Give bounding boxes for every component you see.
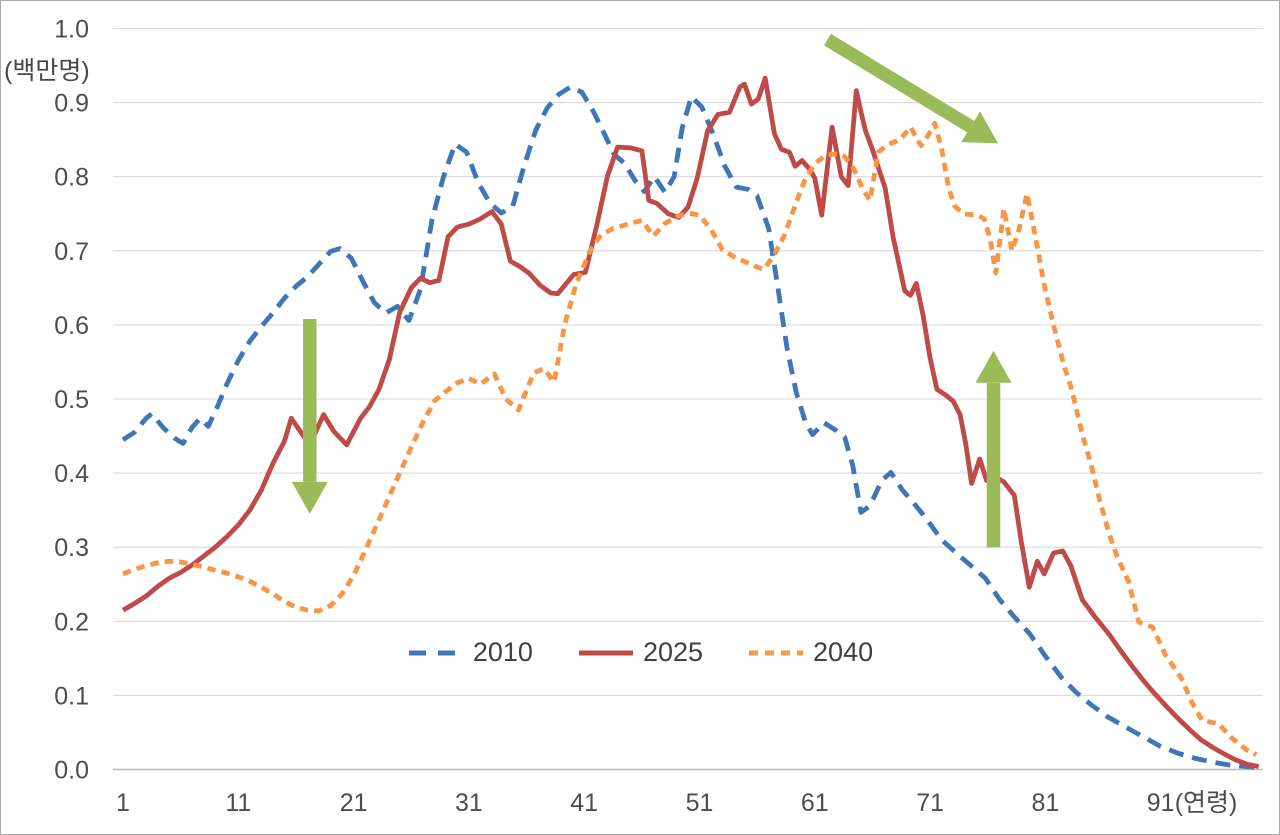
y-tick-label: 0.3 [54,534,89,562]
legend-swatch-2025-icon [578,650,633,655]
x-tick-label: 11 [225,789,251,817]
legend-item-2025: 2025 [577,637,703,668]
declining-trend-arrow-shaft [823,33,975,133]
decrease-arrow [291,318,328,514]
y-tick-label: 0.7 [54,238,89,266]
legend-item-2040: 2040 [747,637,873,668]
x-tick-label: 61 [801,789,829,817]
x-tick-label: 41 [570,789,598,817]
x-tick-label: 51 [686,789,714,817]
declining-trend-arrow [823,33,999,144]
series-line-2040 [122,120,1258,757]
legend-swatch-2010-icon [408,650,463,655]
series-line-2025 [121,75,1260,769]
legend-label-2040: 2040 [813,637,874,667]
x-tick-label: 71 [916,789,944,817]
y-axis-tick-labels: 0.0 0.1 0.2 0.3 0.4 0.5 0.6 0.7 0.8 0.9 1.0 [54,16,89,785]
increase-arrow-head [975,350,1012,383]
y-tick-label: 0.2 [54,608,89,636]
x-axis-unit-label: (연령) [1175,789,1238,817]
x-tick-label: 91 [1147,789,1175,817]
y-axis-unit-label: (백만명) [4,57,90,85]
y-tick-label: 0.6 [54,312,89,340]
x-tick-label: 31 [455,789,483,817]
legend: 2010 2025 2040 [1,637,1279,668]
legend-label-2010: 2010 [472,637,533,667]
y-tick-label: 0.4 [54,460,89,488]
decrease-arrow-head [291,481,328,514]
x-tick-label: 1 [116,789,130,817]
increase-arrow [975,350,1012,548]
y-tick-label: 0.1 [54,682,89,710]
legend-swatch-2040-icon [749,650,804,655]
x-tick-label: 81 [1031,789,1059,817]
legend-item-2010: 2010 [407,637,533,668]
x-tick-label: 21 [340,789,368,817]
series-line-2010 [121,84,1258,770]
y-tick-label: 0.9 [54,90,89,118]
declining-trend-arrow-head [961,111,999,144]
y-tick-label: 1.0 [54,16,89,44]
x-axis-tick-labels: 1 11 21 31 41 51 61 71 81 91 (연령) [116,789,1237,817]
y-tick-label: 0.5 [54,386,89,414]
y-tick-label: 0.8 [54,164,89,192]
y-tick-label: 0.0 [54,757,89,785]
legend-label-2025: 2025 [642,637,704,667]
